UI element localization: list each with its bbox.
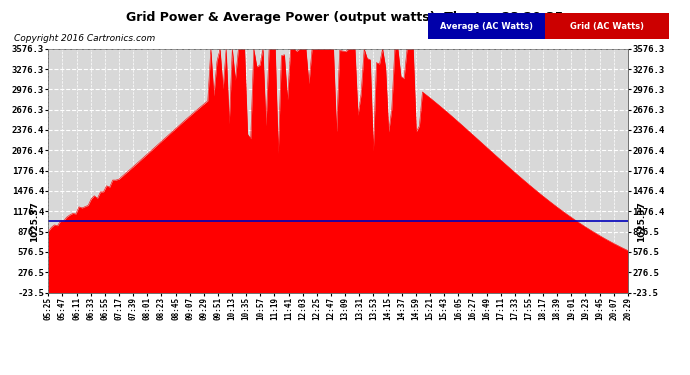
Text: Grid Power & Average Power (output watts)  Thu Jun 23 20:35: Grid Power & Average Power (output watts… <box>126 11 564 24</box>
Text: 1025.37: 1025.37 <box>637 201 646 242</box>
Text: Average (AC Watts): Average (AC Watts) <box>440 22 533 31</box>
Text: 1025.37: 1025.37 <box>30 201 39 242</box>
Text: Copyright 2016 Cartronics.com: Copyright 2016 Cartronics.com <box>14 34 155 43</box>
Text: Grid (AC Watts): Grid (AC Watts) <box>570 22 644 31</box>
